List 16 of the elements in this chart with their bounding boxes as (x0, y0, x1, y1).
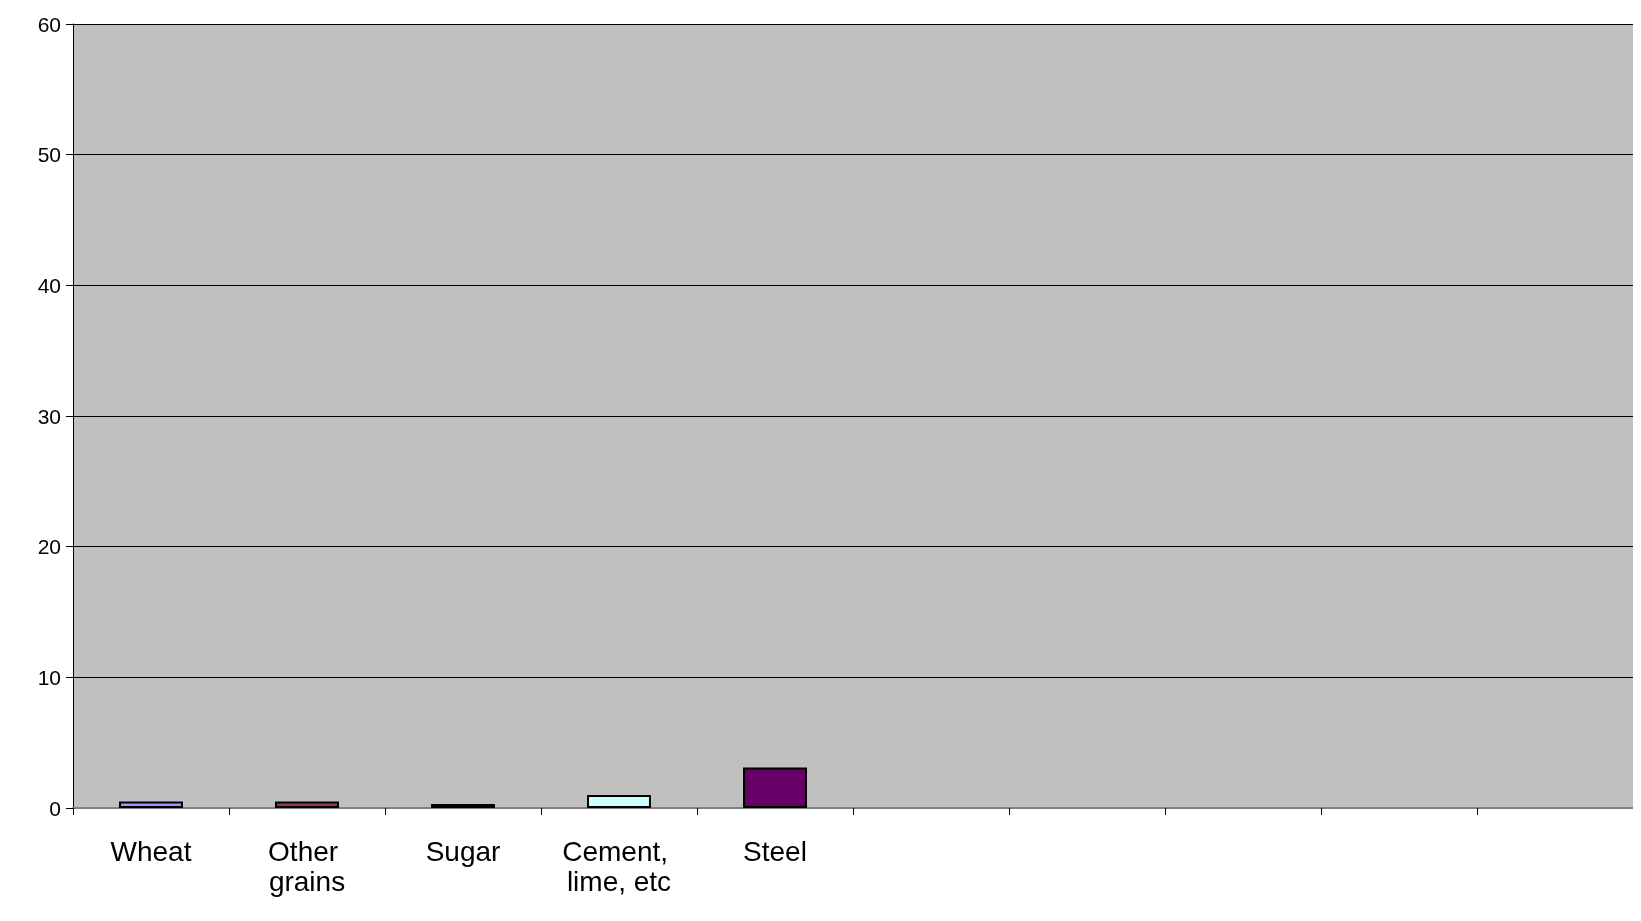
x-tick-label: Steel (743, 835, 807, 867)
bar (743, 767, 807, 808)
x-tick-label: Other grains (268, 835, 346, 897)
y-tick-label: 10 (37, 665, 61, 689)
y-tick-label: 0 (49, 796, 61, 820)
bar (119, 801, 183, 808)
y-tick-label: 20 (37, 535, 61, 559)
x-tick-label: Cement, lime, etc (562, 835, 676, 897)
y-tick-label: 50 (37, 143, 61, 167)
y-tick-label: 30 (37, 404, 61, 428)
bar (587, 794, 651, 808)
x-tick-label: Wheat (110, 835, 192, 867)
bar (275, 801, 339, 808)
y-tick-label: 60 (37, 12, 61, 36)
x-tick-label: Sugar (425, 835, 501, 867)
y-tick-label: 40 (37, 273, 61, 297)
